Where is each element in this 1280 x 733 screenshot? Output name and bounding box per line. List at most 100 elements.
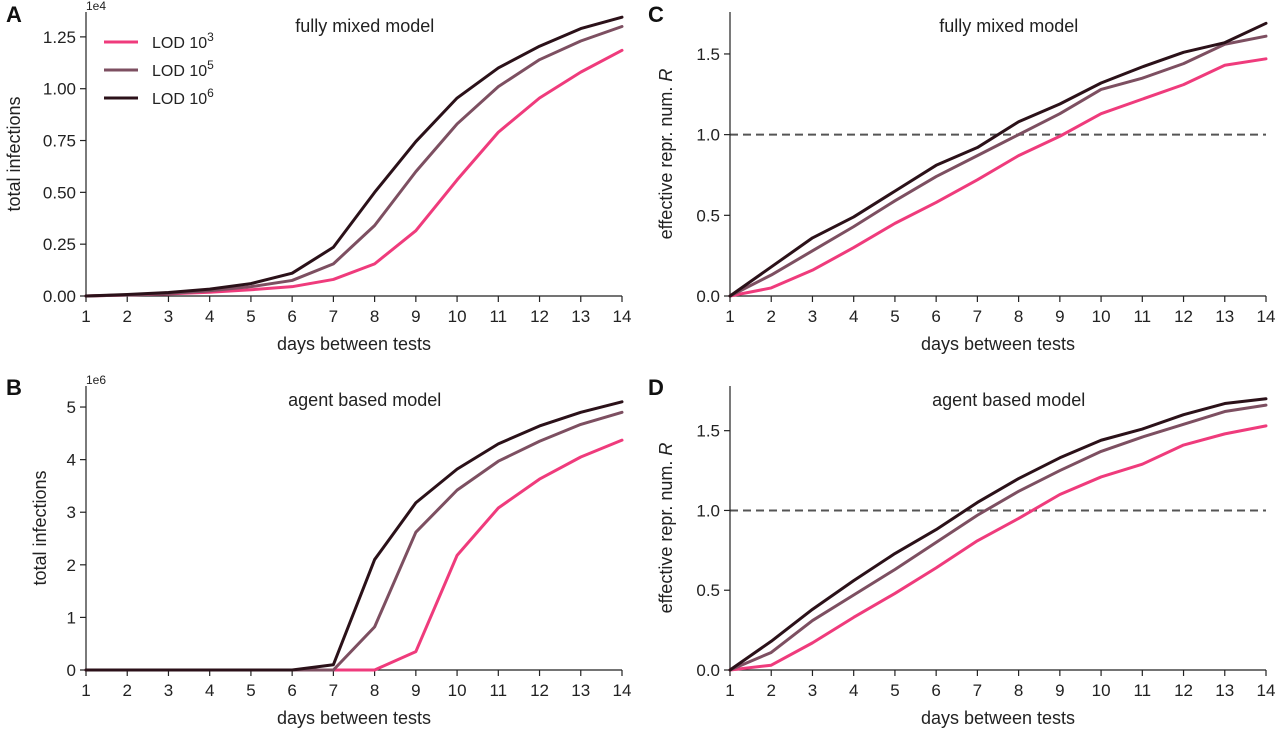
x-tick-label: 2	[122, 307, 131, 326]
x-tick-label: 9	[1055, 681, 1064, 700]
y-tick-label: 0.25	[43, 235, 76, 254]
panel-title: agent based model	[288, 390, 441, 410]
panel-letter: C	[648, 2, 664, 27]
x-tick-label: 7	[329, 681, 338, 700]
x-tick-label: 12	[530, 681, 549, 700]
x-tick-label: 7	[973, 681, 982, 700]
x-tick-label: 10	[1092, 307, 1111, 326]
series-line-lod6	[728, 397, 1268, 672]
x-tick-label: 11	[1133, 307, 1151, 326]
x-tick-label: 3	[164, 681, 173, 700]
x-tick-label: 1	[81, 681, 90, 700]
x-tick-label: 5	[890, 681, 899, 700]
x-tick-label: 9	[411, 307, 420, 326]
y-multiplier-label: 1e4	[86, 0, 106, 13]
x-tick-label: 13	[571, 307, 590, 326]
y-tick-label: 1.0	[696, 126, 720, 145]
y-tick-label: 5	[67, 398, 76, 417]
panel-letter: D	[648, 375, 664, 400]
x-tick-label: 2	[766, 307, 775, 326]
x-axis-label: days between tests	[277, 708, 431, 728]
x-tick-label: 8	[1014, 307, 1023, 326]
x-tick-label: 6	[931, 681, 940, 700]
x-tick-label: 13	[1215, 681, 1234, 700]
panel-letter: B	[6, 375, 22, 400]
x-tick-label: 9	[411, 681, 420, 700]
y-axis-label: total infections	[4, 96, 24, 211]
x-tick-label: 5	[246, 307, 255, 326]
panel-title: fully mixed model	[939, 16, 1078, 36]
y-tick-label: 1	[67, 608, 76, 627]
x-tick-label: 6	[287, 307, 296, 326]
legend: LOD 103 LOD 105 LOD 106	[104, 30, 214, 108]
series-line-lod6	[84, 15, 624, 298]
series-line-lod3	[84, 438, 624, 672]
x-tick-label: 8	[370, 681, 379, 700]
y-tick-label: 3	[67, 503, 76, 522]
series-line-lod6	[84, 400, 624, 672]
x-tick-label: 14	[613, 307, 632, 326]
y-tick-label: 2	[67, 556, 76, 575]
y-tick-label: 0.75	[43, 132, 76, 151]
panel-A: A1 2 3 4 5 6 7 8 9 10 11 12 13 140.000.250.500.751.00…	[4, 0, 631, 354]
y-tick-label: 0.0	[696, 287, 720, 306]
y-tick-label: 1.00	[43, 80, 76, 99]
series-line-lod5	[728, 403, 1268, 672]
y-axis-label: effective repr. num. R	[656, 69, 676, 240]
series-line-lod3	[728, 424, 1268, 672]
series-line-lod5	[728, 34, 1268, 298]
x-tick-label: 9	[1055, 307, 1064, 326]
series-line-lod6	[728, 21, 1268, 298]
axes-spines	[85, 12, 622, 297]
x-tick-label: 6	[287, 681, 296, 700]
x-tick-label: 4	[205, 307, 214, 326]
x-tick-label: 11	[489, 307, 507, 326]
series-line-lod3	[728, 57, 1268, 298]
y-tick-label: 0.5	[696, 206, 720, 225]
x-tick-label: 7	[329, 307, 338, 326]
x-tick-label: 1	[81, 307, 90, 326]
x-axis-label: days between tests	[277, 334, 431, 354]
y-tick-label: 0	[67, 661, 76, 680]
axes-spines	[85, 386, 622, 671]
x-tick-label: 11	[1133, 681, 1151, 700]
x-tick-label: 8	[370, 307, 379, 326]
y-tick-label: 4	[67, 451, 76, 470]
x-tick-label: 2	[122, 681, 131, 700]
x-tick-label: 3	[808, 307, 817, 326]
y-tick-label: 0.5	[696, 581, 720, 600]
x-tick-label: 12	[1174, 681, 1193, 700]
x-tick-label: 7	[973, 307, 982, 326]
legend-label: LOD 103	[152, 30, 214, 52]
x-tick-label: 5	[890, 307, 899, 326]
x-tick-label: 10	[1092, 681, 1111, 700]
panel-title: agent based model	[932, 390, 1085, 410]
x-tick-label: 1	[725, 307, 734, 326]
x-tick-label: 3	[164, 307, 173, 326]
x-tick-label: 12	[1174, 307, 1193, 326]
x-axis-label: days between tests	[921, 334, 1075, 354]
x-tick-label: 6	[931, 307, 940, 326]
x-tick-label: 12	[530, 307, 549, 326]
y-axis-label: effective repr. num. R	[656, 443, 676, 614]
x-tick-label: 10	[448, 307, 467, 326]
y-multiplier-label: 1e6	[86, 373, 106, 387]
x-tick-label: 14	[1257, 307, 1276, 326]
x-axis-label: days between tests	[921, 708, 1075, 728]
x-tick-label: 3	[808, 681, 817, 700]
y-tick-label: 0.50	[43, 183, 76, 202]
x-tick-label: 8	[1014, 681, 1023, 700]
series-line-lod3	[84, 48, 624, 298]
panel-letter: A	[6, 2, 22, 27]
y-axis-label: total infections	[30, 470, 50, 585]
y-tick-label: 1.5	[696, 45, 720, 64]
x-tick-label: 1	[725, 681, 734, 700]
x-tick-label: 4	[205, 681, 214, 700]
panel-title: fully mixed model	[295, 16, 434, 36]
x-tick-label: 14	[1257, 681, 1276, 700]
y-tick-label: 0.00	[43, 287, 76, 306]
